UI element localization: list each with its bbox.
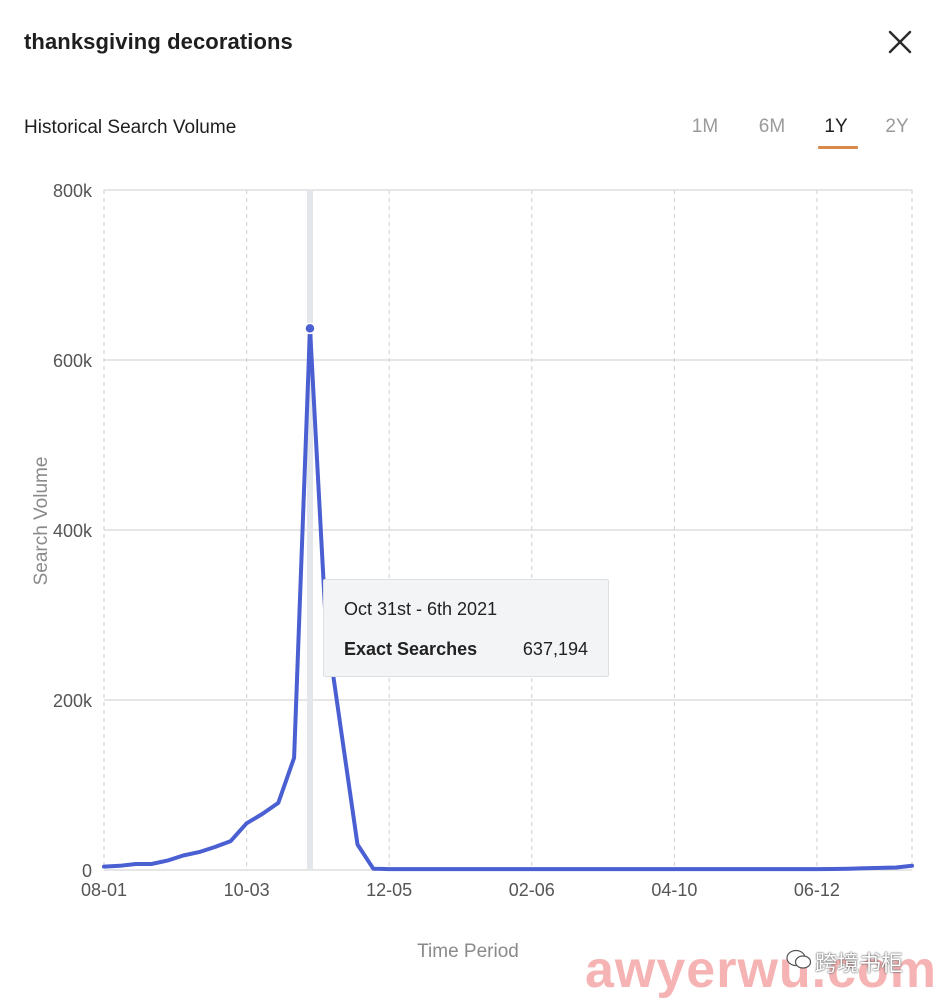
x-tick-label: 08-01 xyxy=(81,880,127,900)
y-tick-label: 800k xyxy=(53,181,93,201)
series-layer xyxy=(102,322,914,872)
series-line-exact-searches xyxy=(102,326,914,872)
x-axis-label: Time Period xyxy=(417,941,519,962)
tab-1m[interactable]: 1M xyxy=(691,116,719,137)
y-tick-label: 0 xyxy=(82,861,92,881)
x-tick-label: 06-12 xyxy=(794,880,840,900)
watermark-label: 跨境书柜 xyxy=(815,951,904,976)
tooltip-label: Exact Searches xyxy=(344,639,478,659)
wechat-icon xyxy=(786,949,812,969)
hover-highlight-bar xyxy=(306,190,313,870)
tooltip-date: Oct 31st - 6th 2021 xyxy=(344,599,498,619)
tooltip-value: 637,194 xyxy=(522,639,588,659)
section-title: Historical Search Volume xyxy=(24,117,237,138)
tab-1y[interactable]: 1Y xyxy=(816,116,858,149)
y-tick-label: 400k xyxy=(53,521,93,541)
panel-title: thanksgiving decorations xyxy=(24,29,293,54)
close-icon[interactable] xyxy=(884,26,916,58)
y-axis-label: Search Volume xyxy=(31,457,52,586)
time-range-tabs: 1M 6M 1Y 2Y xyxy=(0,116,948,156)
x-tick-label: 10-03 xyxy=(224,880,270,900)
tick-labels: 0 200k 400k 600k 800k 08-01 10-03 12-05 02-06 04-… xyxy=(53,181,840,900)
hover-highlight xyxy=(306,190,313,870)
watermark: awyerwu.com 跨境书柜 xyxy=(585,938,945,999)
y-tick-label: 600k xyxy=(53,351,93,371)
chart-tooltip: Oct 31st - 6th 2021 Exact Searches 637,1… xyxy=(323,579,609,677)
x-tick-label: 04-10 xyxy=(651,880,697,900)
watermark-text: awyerwu.com xyxy=(585,941,938,999)
tab-6m[interactable]: 6M xyxy=(758,116,786,137)
tab-2y[interactable]: 2Y xyxy=(885,116,909,137)
x-tick-label: 12-05 xyxy=(366,880,412,900)
y-tick-label: 200k xyxy=(53,691,93,711)
x-tick-label: 02-06 xyxy=(509,880,555,900)
grid xyxy=(103,189,913,871)
data-point-peak xyxy=(304,322,316,335)
